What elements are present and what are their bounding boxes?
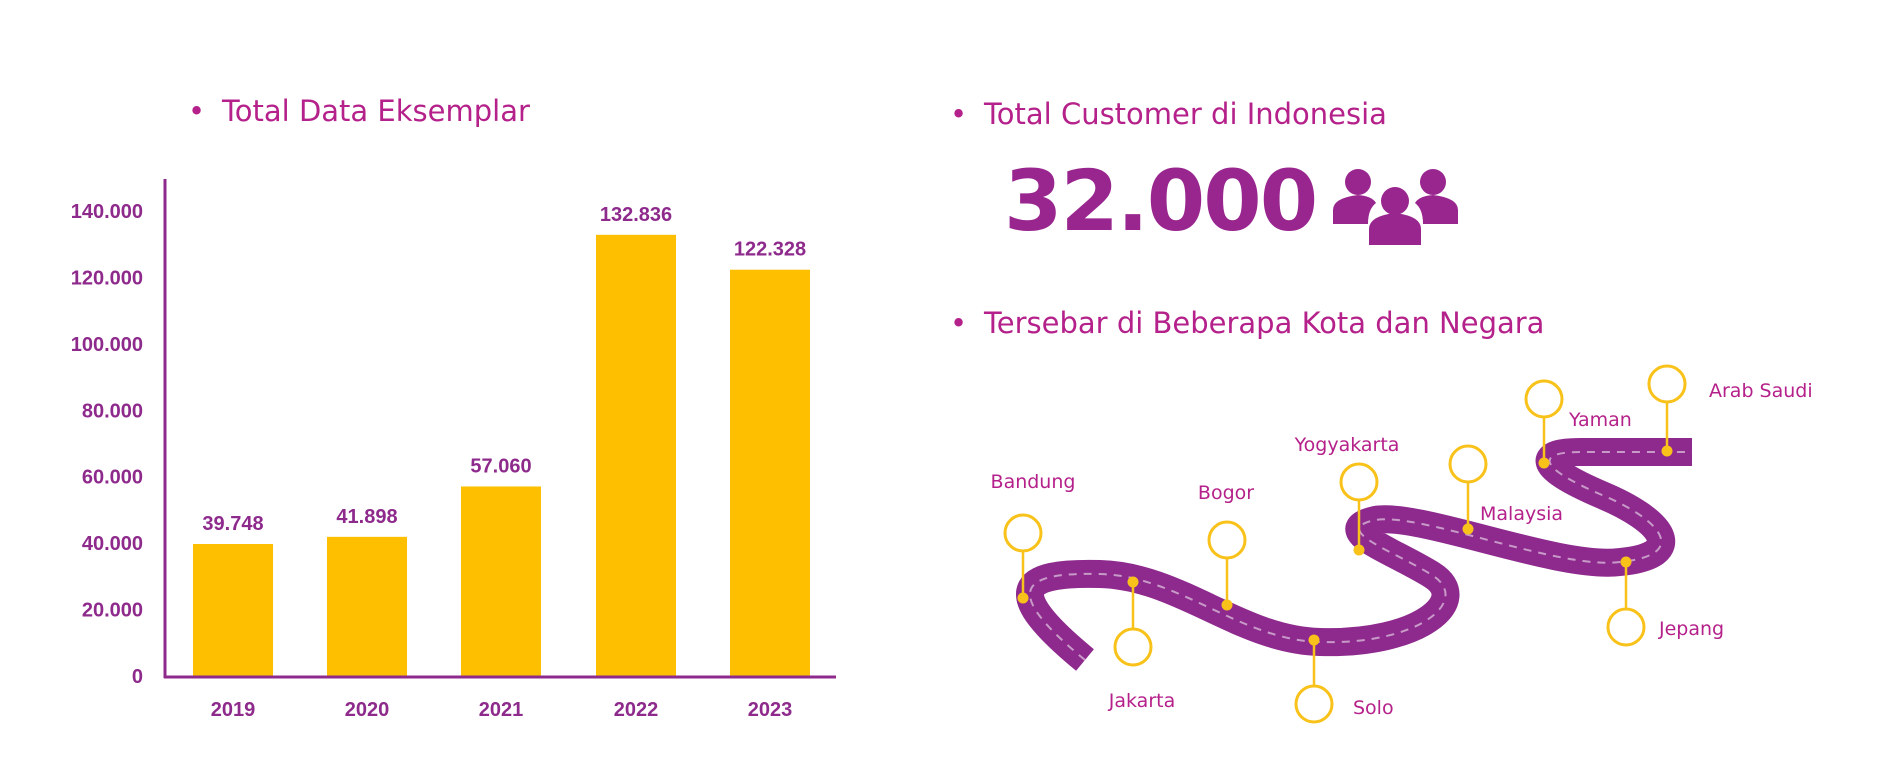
location-marker-jakarta: Jakarta: [1108, 576, 1175, 712]
x-tick-label: 2019: [211, 699, 256, 721]
pin-circle-icon: [1606, 607, 1646, 647]
location-label: Yogyakarta: [1294, 434, 1400, 456]
location-marker-jepang: Jepang: [1606, 556, 1724, 647]
location-label: Jakarta: [1108, 690, 1175, 712]
bar-2019: [193, 543, 273, 676]
chart-title: Total Data Eksemplar: [222, 94, 530, 128]
pin-circle-icon: [1524, 379, 1564, 419]
pin-circle-icon: [1339, 462, 1379, 502]
x-tick-label: 2022: [614, 699, 659, 721]
location-marker-malaysia: Malaysia: [1448, 444, 1563, 535]
chart-heading: • Total Data Eksemplar: [188, 94, 530, 128]
location-label: Bogor: [1198, 482, 1254, 504]
location-label: Jepang: [1658, 618, 1724, 640]
pin-dot-icon: [1017, 592, 1029, 604]
data-label: 132.836: [600, 204, 672, 226]
bullet: •: [188, 94, 206, 128]
x-tick-label: 2020: [345, 699, 390, 721]
x-tick-label: 2023: [748, 699, 793, 721]
pin-circle-icon: [1003, 513, 1043, 553]
customer-heading: • Total Customer di Indonesia: [950, 97, 1387, 131]
location-label: Solo: [1353, 697, 1394, 719]
location-markers: Bandung Jakarta Bogor Solo Yogyakarta Malaysi…: [991, 364, 1813, 724]
bullet: •: [950, 97, 968, 131]
customer-title: Total Customer di Indonesia: [984, 97, 1387, 131]
pin-circle-icon: [1647, 364, 1687, 404]
pin-circle-icon: [1207, 520, 1247, 560]
bar-2021: [461, 486, 541, 676]
data-label: 39.748: [202, 513, 263, 535]
data-label: 57.060: [470, 455, 531, 477]
data-label: 41.898: [336, 506, 397, 528]
spread-title: Tersebar di Beberapa Kota dan Negara: [984, 306, 1545, 340]
bullet: •: [950, 306, 968, 340]
pin-circle-icon: [1448, 444, 1488, 484]
location-marker-bandung: Bandung: [991, 471, 1076, 604]
pin-circle-icon: [1294, 684, 1334, 724]
pin-dot-icon: [1661, 445, 1673, 457]
location-label: Arab Saudi: [1709, 380, 1813, 402]
y-tick-label: 0: [132, 666, 143, 688]
pin-dot-icon: [1308, 634, 1320, 646]
pin-dot-icon: [1353, 544, 1365, 556]
y-tick-label: 120.000: [71, 267, 143, 289]
road-center-line: [1029, 451, 1692, 661]
bar-chart: 0 20.000 40.000 60.000 80.000 100.000 120.000 1…: [71, 179, 836, 721]
location-marker-arab-saudi: Arab Saudi: [1647, 364, 1813, 457]
pin-circle-icon: [1113, 627, 1153, 667]
spread-heading: • Tersebar di Beberapa Kota dan Negara: [950, 306, 1544, 340]
bar-2023: [730, 269, 810, 676]
pin-dot-icon: [1462, 523, 1474, 535]
pin-dot-icon: [1620, 556, 1632, 568]
location-marker-solo: Solo: [1294, 634, 1394, 724]
x-tick-label: 2021: [479, 699, 524, 721]
y-tick-label: 140.000: [71, 201, 143, 223]
location-label: Malaysia: [1480, 503, 1563, 525]
y-tick-label: 100.000: [71, 334, 143, 356]
y-tick-label: 80.000: [82, 400, 143, 422]
road-map: [1016, 438, 1692, 671]
bar-2020: [327, 536, 407, 676]
pin-dot-icon: [1127, 576, 1139, 588]
location-label: Bandung: [991, 471, 1076, 493]
pin-dot-icon: [1221, 599, 1233, 611]
y-tick-label: 60.000: [82, 467, 143, 489]
location-marker-yogyakarta: Yogyakarta: [1294, 434, 1400, 556]
pin-dot-icon: [1538, 457, 1550, 469]
bar-2022: [596, 234, 676, 676]
customer-count: 32.000: [1004, 152, 1318, 250]
location-marker-yaman: Yaman: [1524, 379, 1632, 469]
y-tick-label: 40.000: [82, 533, 143, 555]
data-label: 122.328: [734, 239, 806, 261]
location-marker-bogor: Bogor: [1198, 482, 1254, 611]
people-group-icon: [1333, 169, 1458, 245]
location-label: Yaman: [1568, 409, 1632, 431]
y-tick-label: 20.000: [82, 600, 143, 622]
